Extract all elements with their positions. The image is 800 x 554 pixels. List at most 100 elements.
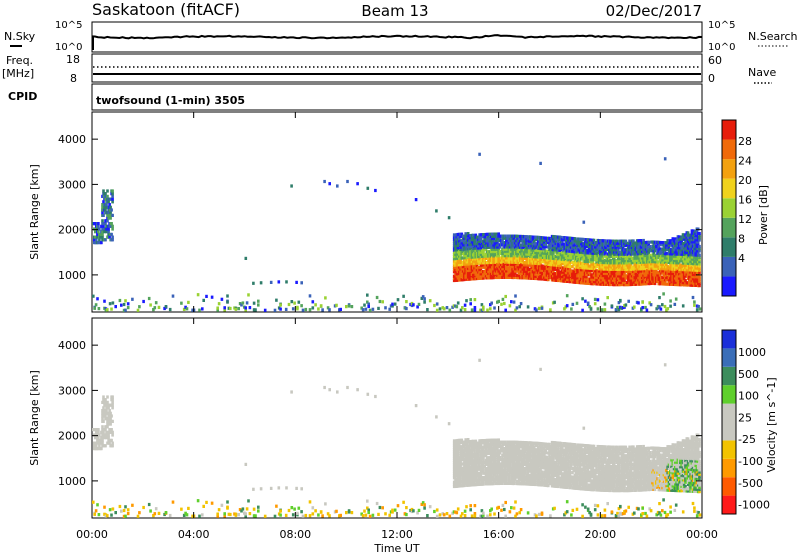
velocity-cell <box>571 508 575 512</box>
power-cell <box>581 244 584 248</box>
power-cell <box>639 278 643 282</box>
velocity-cell <box>290 506 294 510</box>
power-cell <box>698 268 701 272</box>
power-cell <box>524 276 527 280</box>
power-cell <box>469 298 472 302</box>
power-cell <box>604 274 607 278</box>
power-cell <box>512 234 516 238</box>
power-cell <box>478 261 481 265</box>
power-cell <box>540 249 544 253</box>
power-cell <box>695 244 699 248</box>
velocity-cell <box>435 415 438 419</box>
power-cell <box>628 243 631 247</box>
power-cell <box>540 264 544 268</box>
power-cell <box>367 302 370 306</box>
velocity-cell <box>466 477 470 481</box>
power-cell <box>493 249 497 254</box>
power-cell <box>615 243 619 248</box>
velocity-cell <box>482 462 485 467</box>
power-cell <box>548 236 551 240</box>
power-cell <box>554 237 558 241</box>
power-cell <box>619 276 622 280</box>
power-cell <box>244 256 248 260</box>
power-cell <box>254 308 257 312</box>
velocity-cell <box>375 501 379 506</box>
power-cell <box>475 268 479 272</box>
power-cell <box>111 235 114 239</box>
power-cell <box>632 256 635 260</box>
velocity-cell <box>110 513 113 517</box>
power-cell <box>101 230 104 234</box>
velocity-cell <box>669 505 672 509</box>
power-cell <box>594 262 597 266</box>
power-cell <box>483 259 486 263</box>
velocity-cell <box>474 439 478 443</box>
velocity-cell <box>588 511 591 515</box>
power-cell <box>662 273 666 277</box>
power-cell <box>540 277 544 281</box>
power-cell <box>184 305 187 309</box>
power-cell <box>609 282 612 287</box>
power-cell <box>587 279 591 283</box>
velocity-cell <box>563 513 566 517</box>
power-cell <box>633 267 636 271</box>
power-cell <box>461 247 465 251</box>
power-cell <box>601 282 605 286</box>
power-cell <box>459 308 463 312</box>
power-cell <box>543 253 546 257</box>
power-cell <box>524 272 527 276</box>
power-cell <box>482 250 485 254</box>
power-cell <box>478 244 481 248</box>
power-cell <box>679 259 682 263</box>
velocity-cell <box>97 513 101 517</box>
velocity-cell <box>514 500 517 504</box>
power-cell <box>497 232 500 236</box>
power-cell <box>557 263 560 267</box>
power-cell <box>623 272 626 276</box>
velocity-cell <box>110 428 113 432</box>
power-cell <box>652 255 655 259</box>
power-cell <box>554 276 558 280</box>
power-cell <box>423 300 426 304</box>
velocity-cell <box>461 479 465 483</box>
cpid-panel-frame <box>91 83 703 111</box>
power-cell <box>277 280 281 284</box>
velocity-cell <box>575 507 579 511</box>
power-cell <box>482 261 485 265</box>
power-cell <box>304 307 308 312</box>
velocity-cell <box>97 447 100 451</box>
velocity-cell <box>478 465 481 469</box>
power-cell <box>475 259 479 263</box>
power-cell <box>634 258 638 262</box>
power-cell <box>110 307 113 311</box>
velocity-cell <box>109 430 112 434</box>
power-cell <box>473 242 476 246</box>
power-cell <box>475 255 479 259</box>
velocity-cell <box>475 461 479 465</box>
power-cell <box>632 267 635 271</box>
power-cell <box>613 254 616 258</box>
power-cell <box>662 251 666 256</box>
power-cell <box>698 281 701 286</box>
power-cell <box>502 236 506 240</box>
velocity-cell <box>478 450 481 454</box>
power-cell <box>695 251 699 255</box>
velocity-cell <box>610 510 614 514</box>
power-cell <box>669 278 672 282</box>
velocity-cell <box>182 513 186 517</box>
power-cell <box>285 280 288 284</box>
power-cell <box>557 244 560 248</box>
power-cell <box>691 295 695 300</box>
power-cell <box>568 275 572 279</box>
power-cell <box>466 255 470 260</box>
power-cell <box>554 246 558 250</box>
power-cell <box>635 247 639 252</box>
velocity-cell <box>482 458 485 462</box>
power-cell <box>571 254 574 258</box>
power-colorbar-tick: 12 <box>738 213 752 226</box>
velocity-cell <box>673 508 677 512</box>
power-cell <box>634 245 638 249</box>
power-cell <box>671 237 675 241</box>
power-cell <box>585 251 588 255</box>
power-cell <box>557 272 560 276</box>
